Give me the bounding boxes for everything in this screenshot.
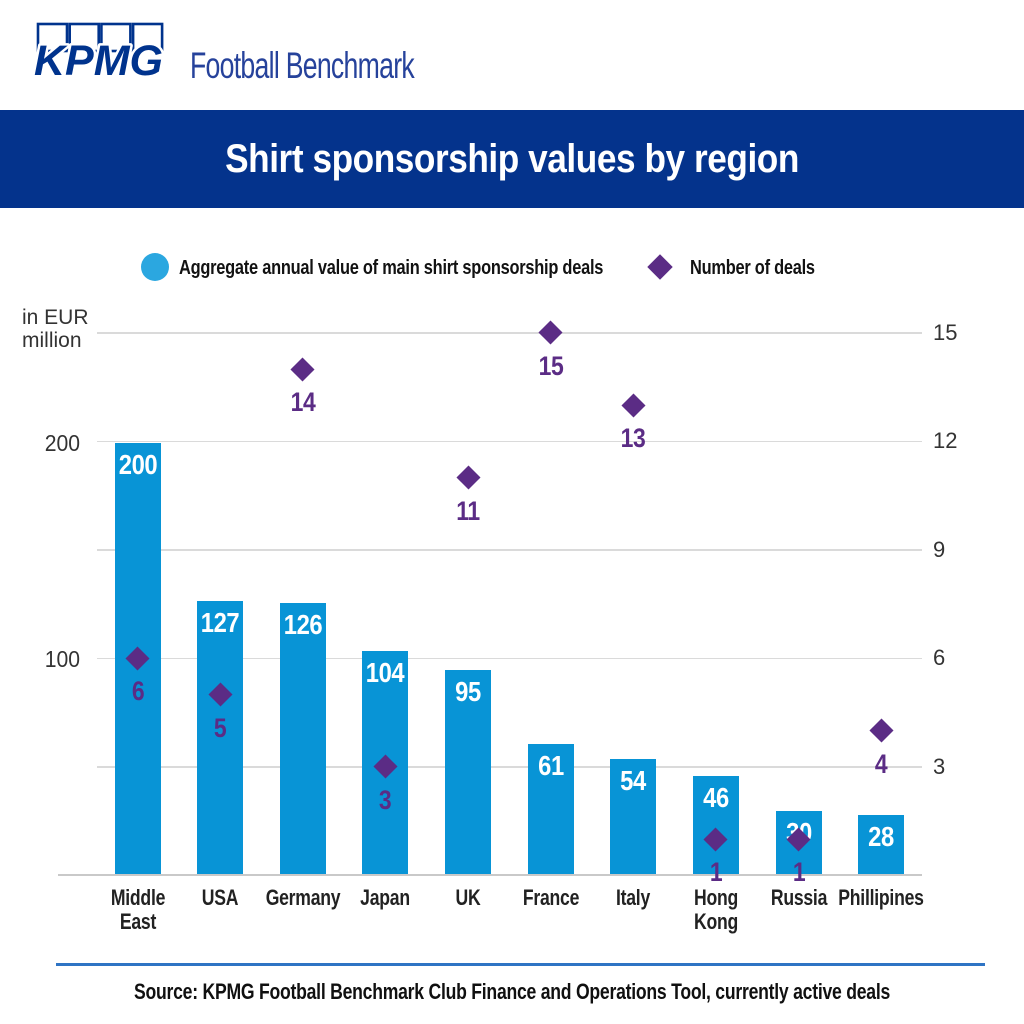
- category-label: Russia: [770, 885, 827, 910]
- gridline: [97, 440, 922, 443]
- bar-value-label: 54: [620, 764, 647, 796]
- x-axis-baseline: [58, 874, 922, 876]
- diamond-marker: [456, 465, 481, 490]
- category-label: Phillipines: [838, 885, 925, 910]
- left-axis-tick-label: 100: [44, 646, 80, 673]
- category-label: UK: [455, 885, 481, 910]
- gridline: [97, 332, 922, 334]
- bar-value-label: 104: [366, 656, 405, 688]
- bar: [197, 600, 244, 874]
- right-axis-tick-label: 15: [933, 319, 958, 345]
- diamond-value-label: 5: [213, 712, 227, 743]
- bar-value-label: 95: [455, 676, 481, 708]
- left-axis-tick-label: 200: [44, 430, 80, 456]
- category-label: France: [522, 885, 580, 910]
- diamond-value-label: 6: [131, 676, 144, 707]
- gridline: [97, 657, 922, 660]
- diamond-value-label: 1: [792, 857, 805, 888]
- category-label: Middle East: [110, 885, 165, 934]
- page-title: Shirt sponsorship values by region: [225, 136, 799, 181]
- category-label: Italy: [616, 885, 651, 910]
- diamond-value-label: 3: [379, 784, 392, 815]
- category-label: Germany: [265, 885, 341, 910]
- bar-value-label: 127: [200, 606, 240, 638]
- bar: [858, 814, 905, 874]
- title-banner: Shirt sponsorship values by region: [0, 110, 1024, 208]
- bar: [692, 776, 739, 874]
- category-label: Japan: [360, 885, 411, 910]
- legend-item-label: Aggregate annual value of main shirt spo…: [179, 257, 604, 279]
- footer-divider: [56, 963, 985, 966]
- bar: [279, 603, 326, 874]
- legend-item-label: Number of deals: [690, 257, 815, 279]
- diamond-value-label: 13: [620, 423, 646, 454]
- bar-value-label: 28: [868, 820, 895, 852]
- diamond-marker: [621, 393, 646, 418]
- kpmg-logo: KPMG: [34, 22, 166, 84]
- bar-value-label: 46: [703, 782, 729, 814]
- diamond-marker: [538, 320, 563, 346]
- gridline: [97, 766, 922, 768]
- source-note: Source: KPMG Football Benchmark Club Fin…: [133, 979, 891, 1004]
- diamond-marker: [869, 718, 894, 743]
- diamond-value-label: 14: [290, 387, 316, 418]
- bar: [610, 758, 657, 874]
- left-axis-unit-label: in EUR million: [22, 306, 89, 352]
- bar-value-label: 61: [537, 749, 564, 781]
- bar-value-label: 200: [118, 449, 157, 480]
- logo-frames-icon: [36, 22, 164, 53]
- diamond-value-label: 15: [538, 350, 564, 381]
- bar-value-label: 126: [283, 609, 323, 641]
- brand-wordmark: KPMG: [34, 37, 163, 84]
- right-axis-tick-label: 6: [933, 645, 946, 671]
- gridline: [97, 549, 922, 551]
- right-axis-tick-label: 9: [933, 536, 946, 562]
- circle-icon: [141, 253, 169, 281]
- bar: [445, 670, 492, 874]
- bar: [527, 743, 574, 874]
- right-axis-tick-label: 12: [933, 428, 958, 454]
- product-name: Football Benchmark: [190, 45, 415, 86]
- diamond-marker: [290, 357, 315, 382]
- diamond-value-label: 11: [456, 495, 480, 526]
- category-label: USA: [201, 885, 239, 910]
- category-label: Hong Kong: [693, 885, 738, 934]
- diamond-value-label: 4: [875, 748, 888, 779]
- right-axis-tick-label: 3: [933, 753, 946, 779]
- diamond-value-label: 1: [709, 857, 723, 888]
